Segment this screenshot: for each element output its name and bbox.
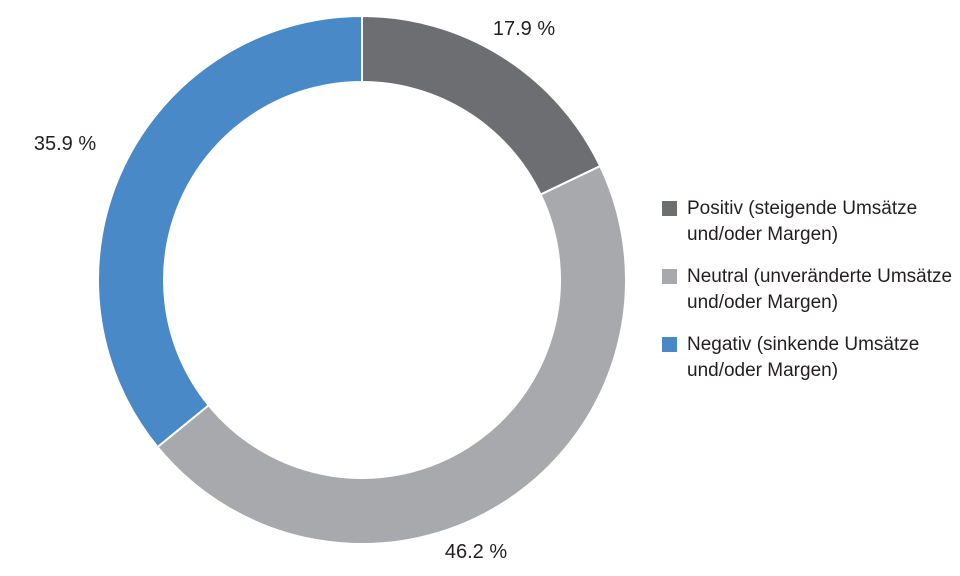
slice-label: 35.9 % [34, 133, 96, 155]
legend-item-negative: Negativ (sinkende Umsätze und/oder Marge… [662, 332, 957, 384]
donut-slice [156, 164, 627, 545]
legend-label: Neutral (unveränderte Umsätze und/oder M… [687, 266, 953, 313]
legend-item-positive: Positiv (steigende Umsätze und/oder Marg… [662, 196, 957, 248]
legend-label: Negativ (sinkende Umsätze und/oder Marge… [687, 334, 920, 381]
donut-slice [361, 14, 602, 196]
donut-slice [97, 14, 363, 449]
legend: Positiv (steigende Umsätze und/oder Marg… [662, 196, 957, 400]
legend-swatch [662, 269, 677, 284]
legend-swatch [662, 201, 677, 216]
slice-label: 46.2 % [445, 541, 507, 563]
legend-swatch [662, 337, 677, 352]
legend-label: Positiv (steigende Umsätze und/oder Marg… [687, 198, 918, 245]
legend-item-neutral: Neutral (unveränderte Umsätze und/oder M… [662, 264, 957, 316]
slice-label: 17.9 % [493, 18, 555, 40]
